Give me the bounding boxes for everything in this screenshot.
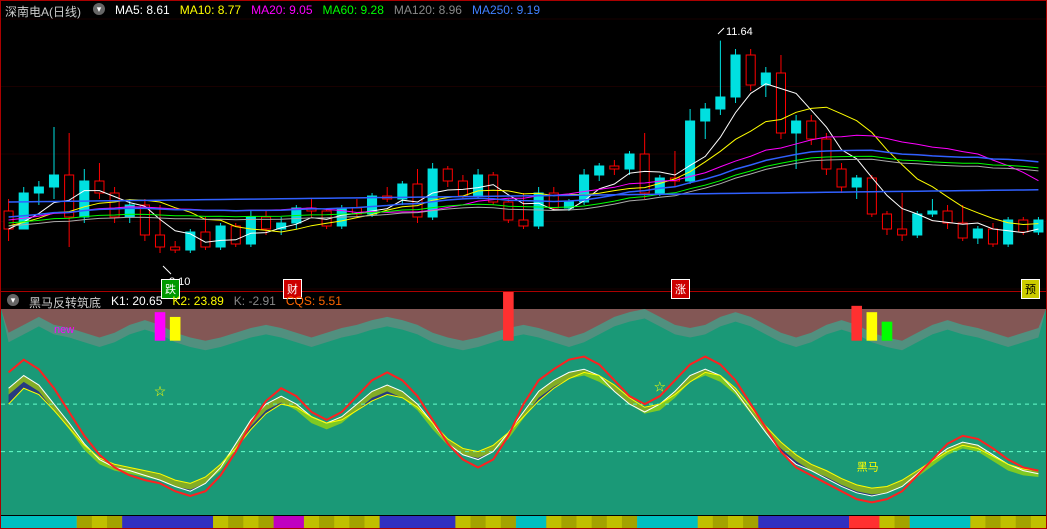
symbol-name: 深南电A(日线)	[5, 3, 81, 20]
svg-text:☆: ☆	[154, 383, 167, 399]
main-chart-panel[interactable]: 深南电A(日线) ▾ MA5: 8.61 MA10: 8.77 MA20: 9.…	[1, 1, 1046, 291]
chart-container: 深南电A(日线) ▾ MA5: 8.61 MA10: 8.77 MA20: 9.…	[0, 0, 1047, 529]
main-chart-svg[interactable]	[1, 1, 1046, 291]
ma10-label: MA10: 8.77	[180, 3, 241, 20]
ma120-label: MA120: 8.96	[394, 3, 462, 20]
dropdown-icon[interactable]: ▾	[7, 294, 19, 306]
ma5-label: MA5: 8.61	[115, 3, 170, 20]
svg-text:new: new	[54, 324, 74, 336]
marker-预: 预	[1021, 279, 1040, 299]
cqs-label: CQS: 5.51	[286, 294, 342, 311]
dropdown-icon[interactable]: ▾	[93, 3, 105, 15]
high-price-label: 11.64	[726, 26, 753, 38]
indicator-header: ▾ 黑马反转筑底 K1: 20.65 K2: 23.89 K: -2.91 CQ…	[5, 294, 342, 311]
ma250-label: MA250: 9.19	[472, 3, 540, 20]
k2-label: K2: 23.89	[172, 294, 223, 311]
indicator-panel[interactable]: ▾ 黑马反转筑底 K1: 20.65 K2: 23.89 K: -2.91 CQ…	[1, 291, 1046, 528]
ma20-label: MA20: 9.05	[251, 3, 312, 20]
svg-text:黑马: 黑马	[857, 461, 879, 474]
svg-text:☆: ☆	[654, 378, 667, 394]
k1-label: K1: 20.65	[111, 294, 162, 311]
indicator-name: 黑马反转筑底	[29, 294, 101, 311]
k-label: K: -2.91	[234, 294, 276, 311]
marker-涨: 涨	[671, 279, 690, 299]
ma60-label: MA60: 9.28	[323, 3, 384, 20]
main-header: 深南电A(日线) ▾ MA5: 8.61 MA10: 8.77 MA20: 9.…	[5, 3, 540, 20]
indicator-chart-svg[interactable]: ☆ ☆ 黑马 new	[1, 292, 1046, 529]
